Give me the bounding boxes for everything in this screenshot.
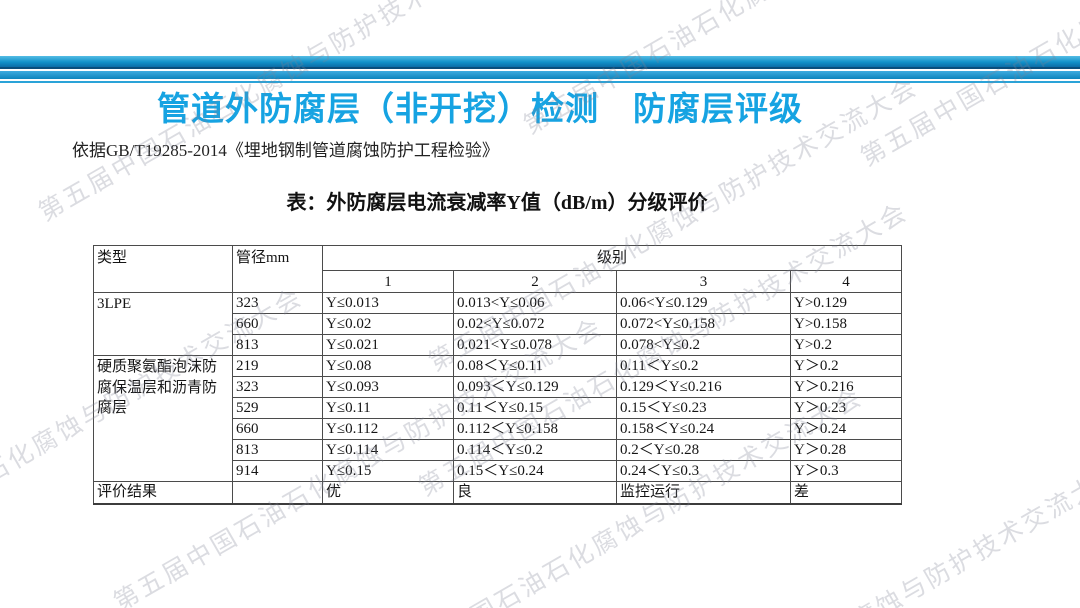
cell-result-4: 差 bbox=[789, 481, 903, 504]
cell-grade4: Y>0.158 bbox=[789, 313, 903, 335]
cell-grade3: 0.24＜Y≤0.3 bbox=[616, 460, 791, 482]
cell-grade4: Y＞0.2 bbox=[789, 355, 903, 377]
header-cell-type: 类型 bbox=[93, 245, 233, 293]
cell-grade3: 0.072<Y≤0.158 bbox=[616, 313, 791, 335]
cell-grade3: 0.15＜Y≤0.23 bbox=[616, 397, 791, 419]
cell-grade4: Y>0.2 bbox=[789, 334, 903, 356]
cell-grade4: Y＞0.24 bbox=[789, 418, 903, 440]
cell-grade3: 0.06<Y≤0.129 bbox=[616, 292, 791, 314]
cell-grade1: Y≤0.15 bbox=[322, 460, 454, 482]
cell-grade2: 0.013<Y≤0.06 bbox=[453, 292, 617, 314]
cell-grade4: Y＞0.23 bbox=[789, 397, 903, 419]
cell-grade1: Y≤0.093 bbox=[322, 376, 454, 398]
cell-result-label: 评价结果 bbox=[93, 481, 233, 504]
grade-level-4: 4 bbox=[789, 270, 903, 293]
cell-grade4: Y＞0.28 bbox=[789, 439, 903, 461]
cell-grade3: 0.129＜Y≤0.216 bbox=[616, 376, 791, 398]
header-stripe-thin-line bbox=[0, 81, 1080, 83]
cell-diameter: 323 bbox=[232, 376, 323, 398]
header-stripe-bar-top bbox=[0, 56, 1080, 67]
cell-grade3: 0.078<Y≤0.2 bbox=[616, 334, 791, 356]
cell-diameter: 813 bbox=[232, 439, 323, 461]
slide-title: 管道外防腐层（非开挖）检测 防腐层评级 bbox=[157, 90, 803, 127]
grade-level-3: 3 bbox=[616, 270, 791, 293]
header-stripe-dark-line bbox=[0, 67, 1080, 69]
reference-standard-note: 依据GB/T19285-2014《埋地钢制管道腐蚀防护工程检验》 bbox=[72, 141, 499, 160]
cell-diameter: 660 bbox=[232, 313, 323, 335]
cell-grade1: Y≤0.08 bbox=[322, 355, 454, 377]
cell-diameter: 914 bbox=[232, 460, 323, 482]
coating-rating-table: 类型 管径mm 级别 1 2 3 4 3LPE 323 Y≤0.013 0.01… bbox=[93, 245, 903, 505]
cell-result-1: 优 bbox=[322, 481, 454, 504]
cell-type-polyurethane: 硬质聚氨酯泡沫防腐保温层和沥青防腐层 bbox=[93, 355, 233, 482]
cell-grade1: Y≤0.013 bbox=[322, 292, 454, 314]
cell-grade1: Y≤0.021 bbox=[322, 334, 454, 356]
cell-grade1: Y≤0.02 bbox=[322, 313, 454, 335]
cell-diameter: 529 bbox=[232, 397, 323, 419]
cell-grade4: Y>0.129 bbox=[789, 292, 903, 314]
header-cell-diameter: 管径mm bbox=[232, 245, 323, 293]
cell-grade2: 0.114＜Y≤0.2 bbox=[453, 439, 617, 461]
cell-type-3lpe: 3LPE bbox=[93, 292, 233, 356]
cell-grade3: 0.11＜Y≤0.2 bbox=[616, 355, 791, 377]
cell-grade2: 0.021<Y≤0.078 bbox=[453, 334, 617, 356]
cell-result-3: 监控运行 bbox=[616, 481, 791, 504]
cell-grade2: 0.02<Y≤0.072 bbox=[453, 313, 617, 335]
cell-grade1: Y≤0.112 bbox=[322, 418, 454, 440]
header-stripe-bar-bottom bbox=[0, 71, 1080, 79]
cell-grade2: 0.11＜Y≤0.15 bbox=[453, 397, 617, 419]
cell-grade2: 0.093＜Y≤0.129 bbox=[453, 376, 617, 398]
cell-diameter: 813 bbox=[232, 334, 323, 356]
cell-grade3: 0.158＜Y≤0.24 bbox=[616, 418, 791, 440]
table-caption: 表：外防腐层电流衰减率Y值（dB/m）分级评价 bbox=[286, 192, 708, 214]
cell-grade2: 0.15＜Y≤0.24 bbox=[453, 460, 617, 482]
cell-diameter: 219 bbox=[232, 355, 323, 377]
cell-diameter: 660 bbox=[232, 418, 323, 440]
cell-result-2: 良 bbox=[453, 481, 617, 504]
grade-level-1: 1 bbox=[322, 270, 454, 293]
cell-grade3: 0.2＜Y≤0.28 bbox=[616, 439, 791, 461]
cell-grade1: Y≤0.114 bbox=[322, 439, 454, 461]
header-cell-grade: 级别 bbox=[321, 245, 903, 271]
grade-level-2: 2 bbox=[453, 270, 617, 293]
cell-grade1: Y≤0.11 bbox=[322, 397, 454, 419]
cell-grade2: 0.08＜Y≤0.11 bbox=[453, 355, 617, 377]
cell-grade4: Y＞0.3 bbox=[789, 460, 903, 482]
cell-diameter: 323 bbox=[232, 292, 323, 314]
cell-grade2: 0.112＜Y≤0.158 bbox=[453, 418, 617, 440]
cell-diameter-empty bbox=[232, 481, 323, 504]
cell-grade4: Y＞0.216 bbox=[789, 376, 903, 398]
